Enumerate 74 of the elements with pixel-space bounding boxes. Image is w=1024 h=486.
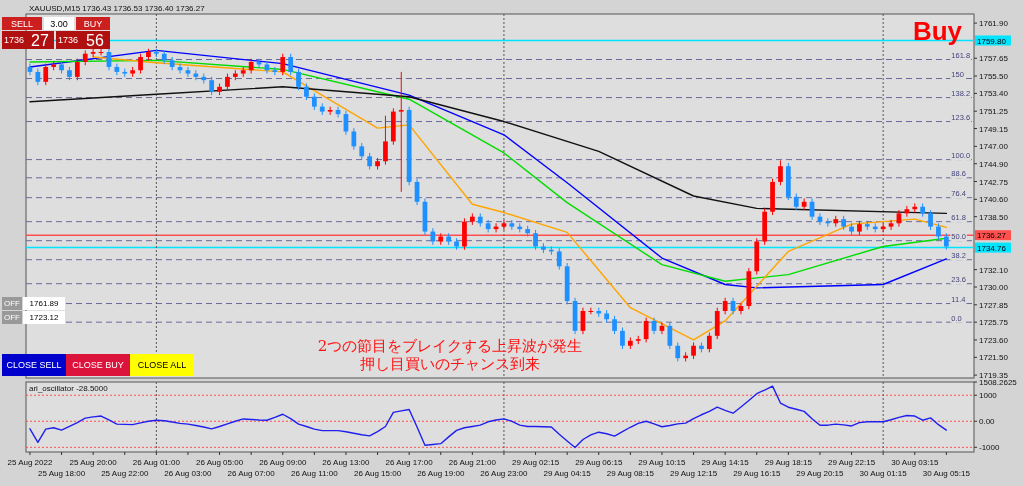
annotation: 押し目買いのチャンス到来: [360, 355, 540, 373]
y-tick-label: 1725.75: [979, 318, 1009, 328]
annotation: 1761.89: [29, 299, 60, 309]
x-tick-label: 26 Aug 21:00: [448, 458, 497, 467]
y-tick-label: 1732.10: [979, 265, 1009, 275]
x-tick-label: 26 Aug 13:00: [322, 458, 371, 467]
y-tick-label: 1738.50: [979, 212, 1009, 222]
y-tick-label: 1751.25: [979, 107, 1009, 117]
x-tick-label: 26 Aug 11:00: [291, 469, 339, 478]
x-tick-label: 26 Aug 01:00: [132, 458, 181, 467]
x-tick-label: 25 Aug 2022: [7, 458, 53, 467]
y-tick-label: 1730.00: [979, 283, 1009, 292]
y-tick-label: 1753.40: [979, 89, 1009, 99]
annotation: 27: [31, 31, 49, 49]
ref-line-label: 1734.76: [977, 243, 1007, 253]
y-tick-label: -1000: [979, 443, 1001, 453]
annotation: SELL: [10, 18, 34, 29]
annotation: CLOSE SELL: [6, 360, 62, 371]
x-tick-label: 30 Aug 03:15: [891, 458, 939, 467]
annotation: 1736: [57, 35, 79, 46]
x-tick-label: 29 Aug 08:15: [606, 469, 655, 478]
annotation: Buy: [912, 16, 963, 46]
y-tick-label: 1749.15: [979, 124, 1009, 134]
x-tick-label: 29 Aug 14:15: [701, 458, 750, 467]
x-tick-label: 29 Aug 04:15: [543, 469, 592, 478]
y-tick-label: 1761.90: [979, 19, 1009, 29]
x-tick-label: 29 Aug 20:15: [796, 469, 845, 478]
text: 1736: [3, 35, 25, 46]
annotation: 2つの節目をブレイクする上昇波が発生: [317, 337, 583, 355]
x-tick-label: 25 Aug 20:00: [69, 458, 118, 467]
annotation: 3.00: [50, 18, 68, 29]
text: OFF: [4, 299, 21, 309]
x-tick-label: 29 Aug 22:15: [827, 458, 876, 467]
text: OFF: [4, 313, 21, 323]
x-tick-label: 26 Aug 23:00: [480, 469, 529, 478]
y-tick-label: 1742.75: [979, 177, 1009, 187]
y-tick-label: 1000: [979, 391, 998, 401]
y-tick-label: 1757.65: [979, 54, 1009, 64]
y-tick-label: 1719.35: [979, 371, 1009, 381]
y-tick-label: 1727.85: [979, 300, 1009, 310]
x-tick-label: 29 Aug 16:15: [733, 469, 781, 478]
y-tick-label: 1744.90: [979, 159, 1009, 169]
y-tick-label: 1508.2625: [979, 378, 1018, 387]
x-tick-label: 30 Aug 01:15: [859, 469, 908, 478]
x-tick-label: 26 Aug 09:00: [259, 458, 307, 467]
y-tick-label: 1755.50: [979, 72, 1009, 82]
x-tick-label: 29 Aug 12:15: [669, 469, 718, 478]
annotation: BUY: [83, 18, 103, 29]
ref-line-label: 1759.80: [977, 36, 1007, 46]
y-tick-label: 1721.50: [979, 353, 1009, 363]
chart-title: ari_oscillator -28.5000: [29, 384, 109, 393]
x-tick-label: 29 Aug 18:15: [764, 458, 813, 467]
x-tick-label: 26 Aug 15:00: [353, 469, 402, 478]
y-tick-label: 1723.60: [979, 335, 1009, 345]
y-tick-label: 0.00: [979, 417, 996, 427]
x-tick-label: 26 Aug 03:00: [164, 469, 213, 478]
x-tick-label: 29 Aug 10:15: [638, 458, 687, 467]
x-tick-label: 26 Aug 17:00: [385, 458, 434, 467]
x-tick-label: 26 Aug 19:00: [417, 469, 465, 478]
chart-title: XAUUSD,M15 1736.43 1736.53 1736.40 1736.27: [29, 4, 206, 13]
x-tick-label: 26 Aug 05:00: [195, 458, 244, 467]
x-tick-label: 29 Aug 06:15: [575, 458, 623, 467]
x-tick-label: 29 Aug 02:15: [511, 458, 560, 467]
y-tick-label: 1740.60: [979, 195, 1009, 205]
annotation: 1723.12: [29, 313, 60, 323]
annotation: CLOSE BUY: [72, 360, 124, 371]
y-tick-label: 1747.00: [979, 142, 1009, 152]
x-tick-label: 25 Aug 18:00: [37, 469, 86, 478]
x-tick-label: 25 Aug 22:00: [101, 469, 149, 478]
ref-line-label: 1736.27: [977, 231, 1007, 241]
x-tick-label: 30 Aug 05:15: [922, 469, 971, 478]
x-tick-label: 26 Aug 07:00: [227, 469, 276, 478]
annotation: 56: [86, 31, 104, 49]
annotation: CLOSE ALL: [137, 360, 187, 371]
